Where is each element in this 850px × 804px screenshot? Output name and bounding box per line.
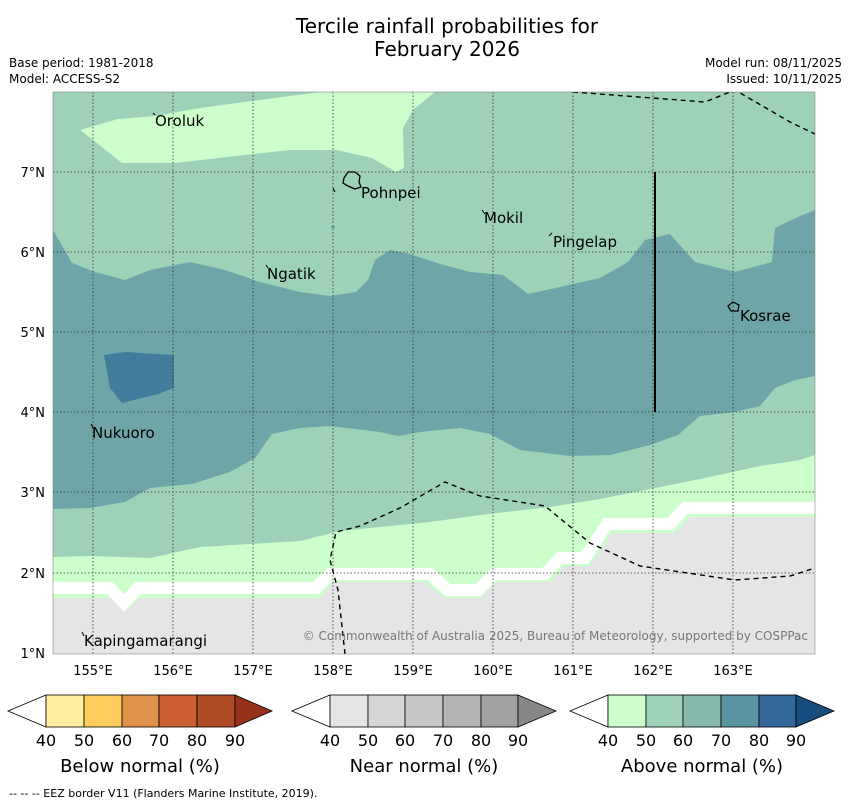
lat-tick-label: 6°N bbox=[21, 246, 46, 261]
eez-border bbox=[329, 92, 815, 654]
lon-tick-label: 161°E bbox=[553, 664, 593, 679]
longitude-axis: 155°E 156°E 157°E 158°E 159°E 160°E 161°… bbox=[73, 664, 753, 679]
place-label-oroluk: Oroluk bbox=[155, 112, 204, 130]
cb-near-tick: 50 bbox=[358, 731, 378, 750]
cb-above-seg-3 bbox=[682, 694, 722, 728]
cb-below-seg-6 bbox=[234, 694, 274, 728]
cb-above-tick: 80 bbox=[749, 731, 769, 750]
eez-footnote: -- -- -- EEZ border V11 (Flanders Marine… bbox=[9, 787, 317, 800]
cb-near-seg-4 bbox=[442, 694, 482, 728]
base-period-text: Base period: 1981-2018 bbox=[9, 56, 154, 70]
cb-near-tick: 60 bbox=[395, 731, 415, 750]
lat-tick-label: 4°N bbox=[21, 406, 46, 421]
cb-above-tick: 90 bbox=[786, 731, 806, 750]
cb-above-tick: 60 bbox=[673, 731, 693, 750]
latitude-axis: 7°N 6°N 5°N 4°N 3°N 2°N 1°N bbox=[21, 166, 46, 662]
cb-below-seg-3 bbox=[121, 694, 160, 728]
colorbar-below-normal: 40 50 60 70 80 90 Below normal (%) bbox=[6, 694, 274, 777]
copyright-credit: © Commonwealth of Australia 2025, Bureau… bbox=[303, 629, 808, 643]
cb-near-tick: 40 bbox=[320, 731, 340, 750]
place-label-mokil: Mokil bbox=[484, 209, 523, 227]
model-run-text: Model run: 08/11/2025 bbox=[704, 56, 842, 70]
model-text: Model: ACCESS-S2 bbox=[9, 72, 121, 86]
cb-above-label: Above normal (%) bbox=[621, 756, 783, 777]
cb-below-tick: 50 bbox=[74, 731, 94, 750]
place-label-pingelap: Pingelap bbox=[553, 233, 617, 251]
nukuoro-mark bbox=[90, 423, 94, 429]
lon-tick-label: 157°E bbox=[233, 664, 273, 679]
cb-above-seg-1 bbox=[607, 694, 647, 728]
lon-tick-label: 163°E bbox=[713, 664, 753, 679]
lat-tick-label: 7°N bbox=[21, 166, 46, 181]
cb-below-tick: 90 bbox=[225, 731, 245, 750]
map-frame bbox=[52, 91, 816, 655]
cb-near-seg-3 bbox=[404, 694, 444, 728]
lat-tick-label: 5°N bbox=[21, 326, 46, 341]
cb-below-seg-5 bbox=[196, 694, 236, 728]
lon-tick-label: 160°E bbox=[473, 664, 513, 679]
lat-tick-label: 2°N bbox=[21, 567, 46, 582]
ngatik-mark bbox=[265, 264, 269, 269]
chart-title-line1: Tercile rainfall probabilities for bbox=[295, 14, 599, 38]
cb-above-tick: 70 bbox=[711, 731, 731, 750]
cb-near-label: Near normal (%) bbox=[350, 756, 499, 777]
lon-tick-label: 158°E bbox=[313, 664, 353, 679]
kosrae-island-icon bbox=[727, 301, 740, 312]
cb-near-tick: 80 bbox=[471, 731, 491, 750]
cb-below-tick: 60 bbox=[112, 731, 132, 750]
colorbar-near-normal: 40 50 60 70 80 90 Near normal (%) bbox=[290, 694, 558, 777]
cb-below-seg-4 bbox=[158, 694, 198, 728]
lon-tick-label: 159°E bbox=[393, 664, 433, 679]
place-label-kapingamarangi: Kapingamarangi bbox=[84, 632, 207, 650]
pohnpei-island-icon bbox=[342, 171, 362, 190]
cb-near-tick: 90 bbox=[508, 731, 528, 750]
lon-tick-label: 155°E bbox=[73, 664, 113, 679]
cb-above-tick: 40 bbox=[598, 731, 618, 750]
field-near-40-50 bbox=[53, 517, 815, 654]
cb-near-seg-2 bbox=[367, 694, 406, 728]
lon-tick-label: 162°E bbox=[633, 664, 673, 679]
cb-above-seg-6 bbox=[795, 694, 836, 728]
mokil-mark bbox=[481, 209, 486, 215]
colorbar-above-normal: 40 50 60 70 80 90 Above normal (%) bbox=[568, 694, 836, 777]
graticule bbox=[53, 92, 815, 654]
kapingamarangi-mark bbox=[81, 631, 85, 637]
islet-mark bbox=[332, 187, 336, 193]
cb-below-tick: 70 bbox=[149, 731, 169, 750]
oroluk-mark bbox=[152, 112, 156, 116]
map-area bbox=[53, 92, 815, 654]
cb-above-tick: 50 bbox=[636, 731, 656, 750]
lat-tick-label: 3°N bbox=[21, 486, 46, 501]
cb-near-seg-6 bbox=[517, 694, 558, 728]
cb-above-seg-4 bbox=[720, 694, 760, 728]
cb-near-seg-5 bbox=[480, 694, 519, 728]
field-above-70-80-blob bbox=[104, 352, 174, 403]
field-above-40-50-north bbox=[80, 92, 435, 172]
place-label-kosrae: Kosrae bbox=[740, 307, 791, 325]
cb-below-label: Below normal (%) bbox=[60, 756, 220, 777]
lat-tick-label: 1°N bbox=[21, 647, 46, 662]
cb-above-seg-2 bbox=[645, 694, 684, 728]
field-above-60-70-band bbox=[53, 210, 815, 509]
place-label-pohnpei: Pohnpei bbox=[361, 184, 421, 202]
no-skill-gap bbox=[53, 502, 815, 612]
cb-below-tick: 80 bbox=[187, 731, 207, 750]
chart-title-line2: February 2026 bbox=[374, 37, 520, 61]
place-label-ngatik: Ngatik bbox=[267, 265, 316, 283]
cb-near-tick: 70 bbox=[433, 731, 453, 750]
cb-near-seg-1 bbox=[329, 694, 369, 728]
cb-below-seg-0 bbox=[6, 694, 47, 728]
cb-below-seg-2 bbox=[83, 694, 123, 728]
issued-text: Issued: 10/11/2025 bbox=[726, 72, 842, 86]
cb-above-seg-0 bbox=[568, 694, 609, 728]
cb-above-seg-5 bbox=[758, 694, 797, 728]
place-label-nukuoro: Nukuoro bbox=[92, 424, 155, 442]
cb-below-seg-1 bbox=[45, 694, 85, 728]
cb-below-tick: 40 bbox=[36, 731, 56, 750]
cb-near-seg-0 bbox=[290, 694, 331, 728]
lon-tick-label: 156°E bbox=[153, 664, 193, 679]
pingelap-mark bbox=[548, 232, 553, 237]
